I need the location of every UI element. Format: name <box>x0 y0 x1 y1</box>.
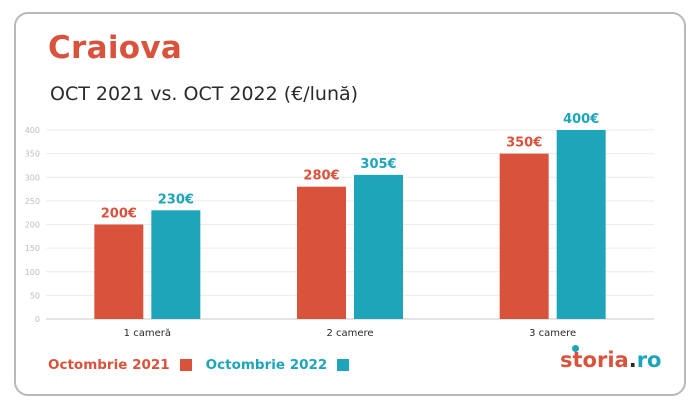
logo-dot: . <box>628 348 637 372</box>
y-tick-label: 400 <box>25 126 40 135</box>
logo-tld: ro <box>636 348 662 372</box>
data-label: 350€ <box>506 136 542 151</box>
bar-2022 <box>354 174 403 319</box>
grid-layer: 0 50 100 150 200 250 300 350 400 <box>25 126 654 324</box>
y-tick-label: 350 <box>25 150 40 159</box>
data-label: 400€ <box>563 112 599 127</box>
legend: Octombrie 2021 Octombrie 2022 <box>48 357 363 373</box>
legend-item-2021: Octombrie 2021 <box>48 357 192 373</box>
logo-brand: storia <box>560 348 629 372</box>
chart-subtitle: OCT 2021 vs. OCT 2022 (€/lună) <box>50 83 359 105</box>
bar-layer <box>94 130 606 319</box>
chart-title: Craiova <box>48 30 183 66</box>
x-tick-label: 2 camere <box>326 328 373 339</box>
bar-2021 <box>94 224 144 319</box>
y-tick-label: 100 <box>25 268 40 277</box>
x-tick-label: 1 cameră <box>124 328 171 339</box>
storia-logo: storia.ro <box>560 345 662 372</box>
data-label: 200€ <box>101 207 137 222</box>
legend-swatch-2022 <box>337 359 350 371</box>
x-tick-label: 3 camere <box>529 328 576 339</box>
legend-item-2022: Octombrie 2022 <box>206 357 350 373</box>
legend-label-2021: Octombrie 2021 <box>48 357 170 373</box>
legend-swatch-2021 <box>179 359 192 371</box>
bar-2021 <box>297 186 346 319</box>
bar-2021 <box>499 153 549 319</box>
y-tick-label: 300 <box>25 173 40 182</box>
label-layer: 200€ 230€ 1 cameră 280€ 305€ 2 camere 350€ 400€… <box>101 112 600 339</box>
logo-mark-icon <box>572 345 579 352</box>
data-label: 305€ <box>360 157 396 172</box>
data-label: 280€ <box>303 169 339 184</box>
bar-2022 <box>151 210 201 319</box>
y-tick-label: 150 <box>25 244 40 253</box>
bar-2022 <box>556 130 606 319</box>
y-tick-label: 200 <box>25 221 40 230</box>
y-tick-label: 0 <box>35 315 40 324</box>
y-tick-label: 250 <box>25 197 40 206</box>
data-label: 230€ <box>158 192 194 207</box>
legend-label-2022: Octombrie 2022 <box>205 357 328 373</box>
y-tick-label: 50 <box>30 291 40 300</box>
